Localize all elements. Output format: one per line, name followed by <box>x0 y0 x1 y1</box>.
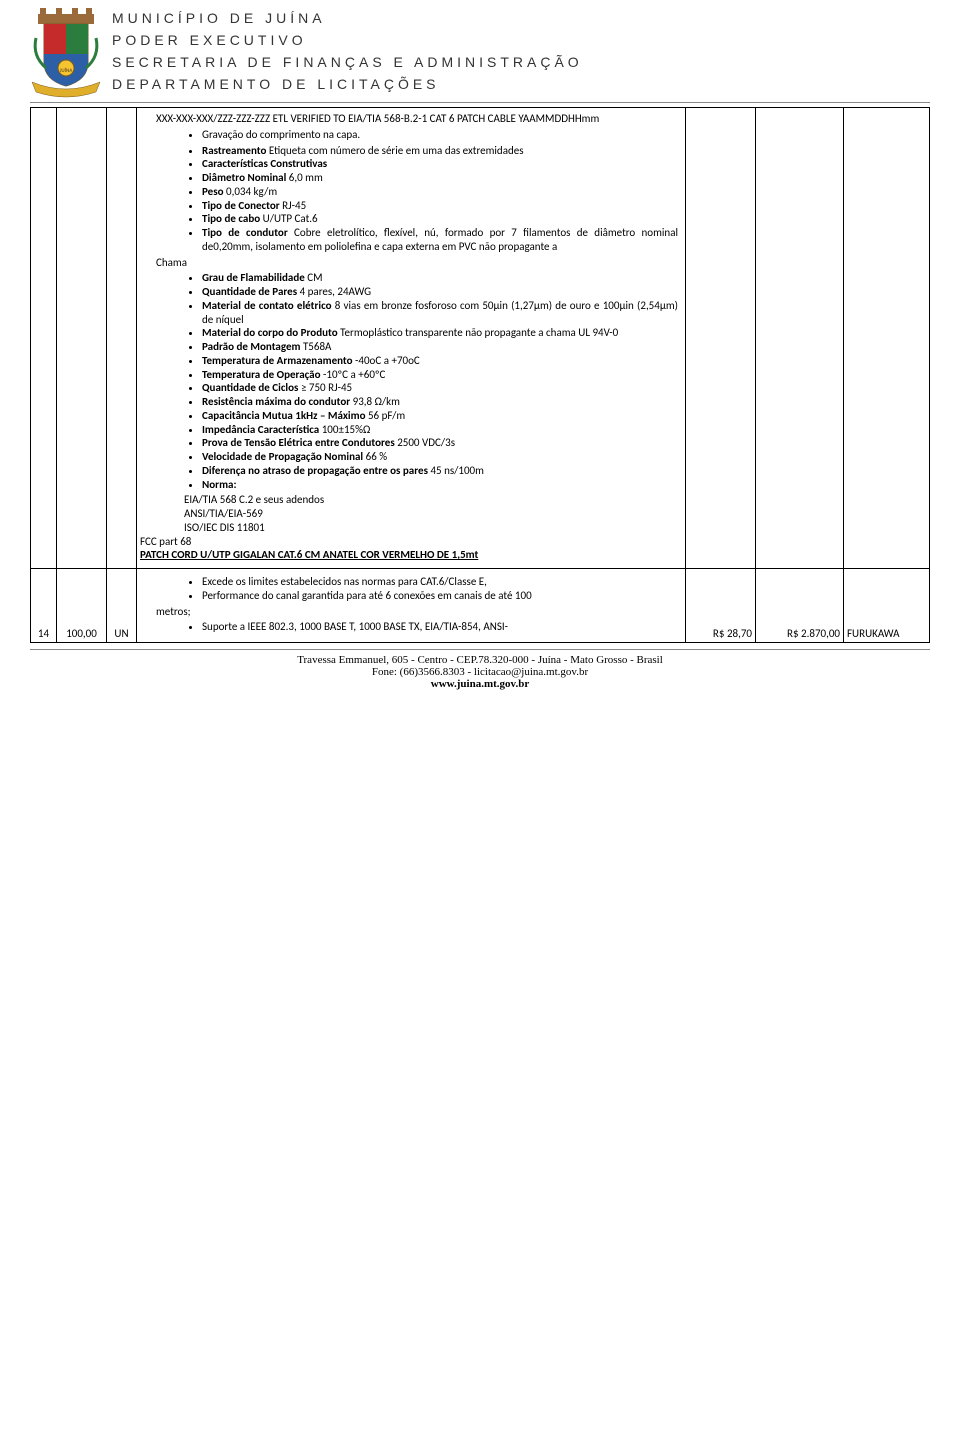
footer-address: Travessa Emmanuel, 605 - Centro - CEP.78… <box>30 654 930 666</box>
desc-bullet: Capacitância Mutua 1kHz – Máximo 56 pF/m <box>202 409 678 423</box>
cell-unit-price: R$ 28,70 <box>686 569 756 643</box>
desc-bullet: Padrão de Montagem T568A <box>202 340 678 354</box>
table-row: XXX-XXX-XXX/ZZZ-ZZZ-ZZZ ETL VERIFIED TO … <box>31 108 930 569</box>
desc-bullet: Suporte a IEEE 802.3, 1000 BASE T, 1000 … <box>202 620 678 634</box>
desc-bullet: Peso 0,034 kg/m <box>202 185 678 199</box>
desc-text: metros; <box>156 605 678 619</box>
desc-bullet: Material do corpo do Produto Termoplásti… <box>202 326 678 340</box>
desc-bullet: Gravação do comprimento na capa. <box>202 128 678 142</box>
desc-bullet: Impedância Característica 100±15%Ω <box>202 423 678 437</box>
cell-description: Excede os limites estabelecidos nas norm… <box>137 569 686 643</box>
header-text: MUNICÍPIO DE JUÍNA PODER EXECUTIVO SECRE… <box>112 8 583 98</box>
desc-bullet: Norma: <box>202 478 678 492</box>
desc-bullet: Características Construtivas <box>202 157 678 171</box>
desc-text: EIA/TIA 568 C.2 e seus adendos <box>184 493 678 507</box>
desc-bullet: Grau de Flamabilidade CM <box>202 271 678 285</box>
page-footer: Travessa Emmanuel, 605 - Centro - CEP.78… <box>30 649 930 690</box>
footer-phone: Fone: (66)3566.8303 - licitacao@juina.mt… <box>30 666 930 678</box>
desc-bullet: Quantidade de Ciclos ≥ 750 RJ-45 <box>202 381 678 395</box>
desc-text: XXX-XXX-XXX/ZZZ-ZZZ-ZZZ ETL VERIFIED TO … <box>156 112 678 126</box>
desc-bullet: Tipo de cabo U/UTP Cat.6 <box>202 212 678 226</box>
desc-bullet: Diâmetro Nominal 6,0 mm <box>202 171 678 185</box>
page-header: JUÍNA MUNICÍPIO DE JUÍNA PODER EXECUTIVO… <box>30 8 930 98</box>
municipal-crest-icon: JUÍNA <box>30 8 102 98</box>
desc-text: Chama <box>156 256 678 270</box>
desc-text: FCC part 68 <box>140 535 678 549</box>
items-table: XXX-XXX-XXX/ZZZ-ZZZ-ZZZ ETL VERIFIED TO … <box>30 107 930 643</box>
cell-total-price: R$ 2.870,00 <box>756 569 844 643</box>
desc-bullet: Performance do canal garantida para até … <box>202 589 678 603</box>
desc-heading: PATCH CORD U/UTP GIGALAN CAT.6 CM ANATEL… <box>140 548 678 562</box>
desc-bullet: Resistência máxima do condutor 93,8 Ω/km <box>202 395 678 409</box>
desc-bullet: Excede os limites estabelecidos nas norm… <box>202 575 678 589</box>
cell-brand-empty <box>844 108 930 569</box>
desc-bullet: Temperatura de Operação -10ºC a +60ºC <box>202 368 678 382</box>
header-line-1: MUNICÍPIO DE JUÍNA <box>112 10 583 26</box>
cell-description: XXX-XXX-XXX/ZZZ-ZZZ-ZZZ ETL VERIFIED TO … <box>137 108 686 569</box>
desc-bullet: Diferença no atraso de propagação entre … <box>202 464 678 478</box>
desc-bullet: Material de contato elétrico 8 vias em b… <box>202 299 678 327</box>
cell-total-price-empty <box>756 108 844 569</box>
cell-brand: FURUKAWA <box>844 569 930 643</box>
header-divider <box>30 102 930 103</box>
cell-num: 14 <box>31 569 57 643</box>
desc-text: ANSI/TIA/EIA-569 <box>184 507 678 521</box>
cell-un-empty <box>107 108 137 569</box>
desc-bullet: Tipo de Conector RJ-45 <box>202 199 678 213</box>
footer-website: www.juina.mt.gov.br <box>30 678 930 690</box>
cell-unit-price-empty <box>686 108 756 569</box>
cell-un: UN <box>107 569 137 643</box>
desc-text: ISO/IEC DIS 11801 <box>184 521 678 535</box>
svg-text:JUÍNA: JUÍNA <box>60 66 74 74</box>
cell-num-empty <box>31 108 57 569</box>
desc-bullet: Rastreamento Etiqueta com número de séri… <box>202 144 678 158</box>
cell-qty-empty <box>57 108 107 569</box>
cell-qty: 100,00 <box>57 569 107 643</box>
desc-bullet: Velocidade de Propagação Nominal 66 % <box>202 450 678 464</box>
desc-bullet: Quantidade de Pares 4 pares, 24AWG <box>202 285 678 299</box>
header-line-2: PODER EXECUTIVO <box>112 32 583 48</box>
desc-bullet: Temperatura de Armazenamento -40oC a +70… <box>202 354 678 368</box>
table-row: 14 100,00 UN Excede os limites estabelec… <box>31 569 930 643</box>
footer-divider <box>30 649 930 650</box>
header-line-3: SECRETARIA DE FINANÇAS E ADMINISTRAÇÃO <box>112 54 583 70</box>
desc-bullet: Tipo de condutor Cobre eletrolítico, fle… <box>202 226 678 254</box>
desc-bullet: Prova de Tensão Elétrica entre Condutore… <box>202 436 678 450</box>
header-line-4: DEPARTAMENTO DE LICITAÇÕES <box>112 76 583 92</box>
